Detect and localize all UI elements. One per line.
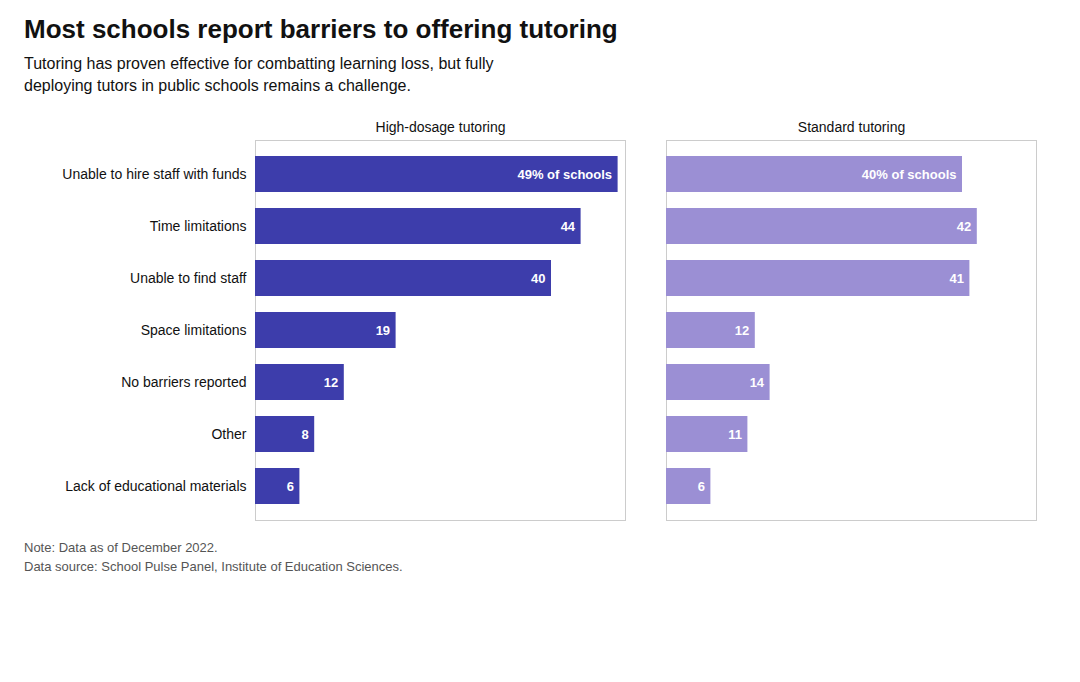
svg-text:No barriers reported: No barriers reported [121, 374, 246, 390]
svg-text:40: 40 [531, 270, 545, 285]
svg-text:Lack of educational materials: Lack of educational materials [65, 478, 246, 494]
svg-text:6: 6 [287, 478, 294, 493]
svg-text:Other: Other [211, 426, 246, 442]
svg-text:41: 41 [949, 270, 963, 285]
svg-text:Time limitations: Time limitations [150, 218, 247, 234]
html-text:Note: Data as of December 2022: Note: Data as of December 2022. Data sou… [24, 539, 403, 575]
svg-text:Standard tutoring: Standard tutoring [798, 118, 905, 134]
svg-text:Unable to hire staff with fund: Unable to hire staff with funds [62, 166, 246, 182]
svg-text:40% of schools: 40% of schools [862, 166, 957, 181]
svg-text:12: 12 [324, 374, 338, 389]
svg-text:11: 11 [728, 426, 742, 441]
svg-text:8: 8 [301, 426, 308, 441]
svg-text:Space limitations: Space limitations [141, 322, 247, 338]
svg-text:44: 44 [561, 218, 576, 233]
html-text:Most schools report barriers t: Most schools report barriers to offering… [24, 14, 618, 44]
svg-text:19: 19 [376, 322, 390, 337]
svg-text:49% of schools: 49% of schools [517, 166, 612, 181]
html-text:Tutoring has proven effective: Tutoring has proven effective for combat… [24, 55, 494, 95]
svg-text:High-dosage tutoring: High-dosage tutoring [376, 118, 506, 134]
svg-text:6: 6 [698, 478, 705, 493]
svg-text:Unable to find staff: Unable to find staff [130, 270, 247, 286]
svg-text:14: 14 [750, 374, 765, 389]
svg-text:12: 12 [735, 322, 749, 337]
svg-text:42: 42 [957, 218, 971, 233]
